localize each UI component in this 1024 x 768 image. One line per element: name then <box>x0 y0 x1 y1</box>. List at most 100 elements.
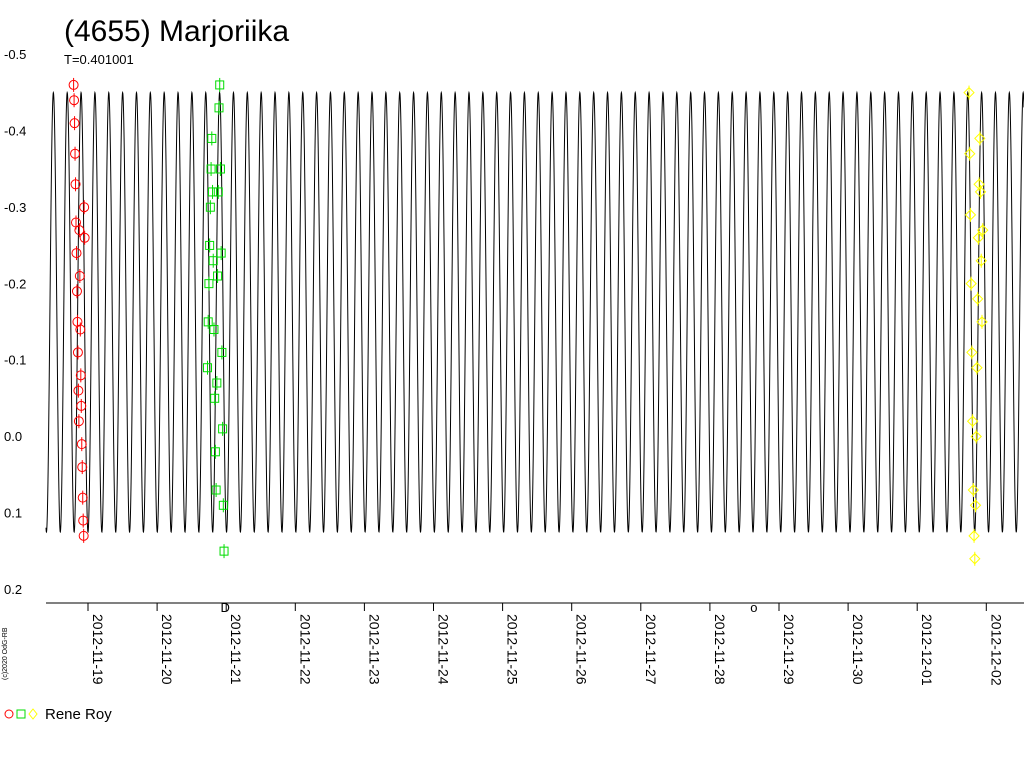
legend: Rene Roy <box>4 706 112 723</box>
data-point <box>70 148 81 159</box>
data-point <box>76 439 87 450</box>
data-point <box>73 416 84 427</box>
data-point <box>972 232 985 244</box>
data-point <box>970 430 982 443</box>
x-tick-label: 2012-11-21 <box>228 614 244 685</box>
data-point <box>76 400 87 411</box>
y-tick-label: 0.1 <box>4 506 22 521</box>
data-point <box>974 132 986 145</box>
data-point <box>967 484 980 496</box>
data-point <box>207 133 217 143</box>
data-point <box>210 447 220 457</box>
axis-annotation: o <box>750 600 757 615</box>
data-point <box>975 255 987 267</box>
data-point <box>208 256 218 266</box>
x-tick-label: 2012-11-19 <box>90 614 106 685</box>
data-point <box>202 363 212 373</box>
data-point <box>218 424 228 434</box>
data-point <box>78 530 89 541</box>
x-tick-label: 2012-11-28 <box>712 614 728 685</box>
x-tick-label: 2012-11-26 <box>574 614 590 685</box>
data-point <box>211 485 221 495</box>
data-point <box>218 500 228 510</box>
data-point <box>966 415 979 427</box>
data-point <box>205 202 215 212</box>
model-curve <box>45 90 1024 534</box>
data-point <box>77 492 88 503</box>
data-point <box>969 553 981 565</box>
x-axis-ticks: 2012-11-19 2012-11-20 2012-11-21 2012-11-22… <box>87 603 1004 686</box>
data-point <box>966 346 978 359</box>
data-point <box>973 178 985 190</box>
data-point <box>68 79 79 90</box>
data-point <box>212 378 222 388</box>
data-point <box>963 86 975 99</box>
data-point <box>79 202 90 213</box>
data-point <box>75 370 86 381</box>
data-point <box>974 186 987 198</box>
data-point <box>72 347 83 358</box>
y-tick-label: 0.2 <box>4 582 22 597</box>
x-tick-label: 2012-12-02 <box>988 614 1004 686</box>
data-point <box>219 546 229 556</box>
x-tick-label: 2012-11-22 <box>297 614 313 685</box>
data-point <box>79 232 90 243</box>
x-tick-label: 2012-11-29 <box>781 614 797 685</box>
data-point <box>70 179 81 190</box>
data-point <box>215 164 225 174</box>
y-axis-ticks: -0.5 -0.4 -0.3 -0.2 -0.1 0.0 0.1 0.2 <box>4 47 26 597</box>
period-label: T=0.401001 <box>64 52 134 67</box>
legend-circle-icon <box>4 709 14 719</box>
data-point <box>217 347 227 357</box>
data-point <box>78 515 89 526</box>
legend-square-icon <box>16 709 26 719</box>
data-point <box>77 462 88 473</box>
data-point <box>75 324 86 335</box>
data-point <box>69 95 80 106</box>
y-tick-label: 0.0 <box>4 429 22 444</box>
x-tick-label: 2012-11-27 <box>643 614 659 685</box>
data-point <box>216 248 226 258</box>
data-point <box>206 164 216 174</box>
data-point <box>73 385 84 396</box>
data-point <box>210 393 220 403</box>
data-point <box>215 80 225 90</box>
data-point <box>976 316 988 328</box>
y-tick-label: -0.2 <box>4 276 26 291</box>
data-point <box>209 325 219 334</box>
data-point <box>213 187 223 197</box>
observation-points <box>68 77 989 566</box>
x-tick-label: 2012-11-30 <box>850 614 866 685</box>
data-point <box>976 224 989 236</box>
data-point <box>964 209 977 221</box>
data-point <box>203 317 213 327</box>
data-point <box>71 248 82 259</box>
chart-title: (4655) Marjoriika <box>64 15 289 48</box>
x-tick-label: 2012-12-01 <box>919 614 935 686</box>
legend-diamond-icon <box>28 708 38 720</box>
x-tick-label: 2012-11-23 <box>366 614 382 685</box>
data-point <box>74 271 85 281</box>
data-point <box>74 225 85 236</box>
data-point <box>971 362 983 374</box>
x-tick-label: 2012-11-25 <box>505 614 521 685</box>
axis-annotation: D <box>220 600 229 615</box>
data-point <box>71 286 82 297</box>
data-point <box>969 499 982 511</box>
x-tick-label: 2012-11-24 <box>436 614 452 685</box>
y-tick-label: -0.5 <box>4 47 26 62</box>
data-point <box>965 277 977 290</box>
data-point <box>964 148 976 160</box>
legend-label: Rene Roy <box>45 706 112 723</box>
data-point <box>205 240 215 250</box>
copyright-text: (c)2020 OdG-RB <box>2 627 9 680</box>
data-point <box>971 293 984 305</box>
y-tick-label: -0.3 <box>4 200 26 215</box>
y-tick-label: -0.4 <box>4 123 26 138</box>
y-tick-label: -0.1 <box>4 353 26 368</box>
data-point <box>213 271 223 281</box>
x-tick-label: 2012-11-20 <box>159 614 175 685</box>
data-point <box>214 103 224 113</box>
data-point <box>968 530 980 542</box>
